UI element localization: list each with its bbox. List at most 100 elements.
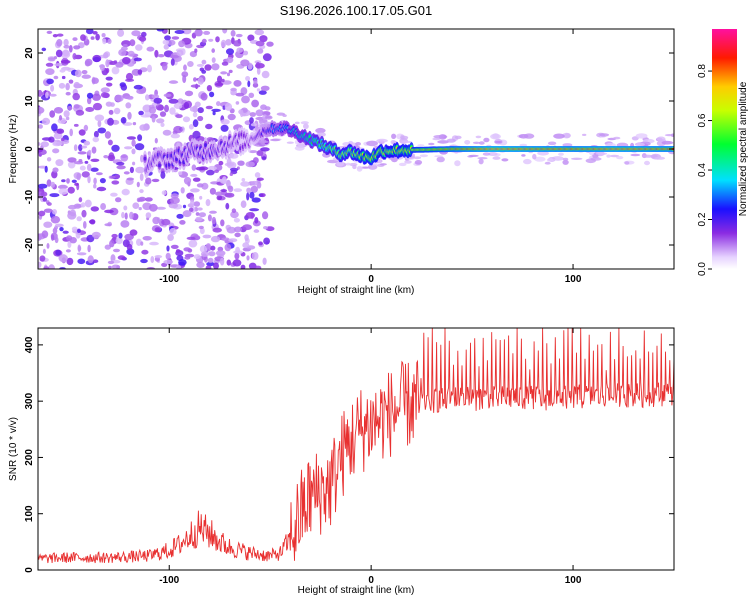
heatmap-noise-cell	[196, 261, 205, 268]
heatmap-noise-cell	[241, 95, 250, 104]
heatmap-noise-cell	[126, 243, 133, 251]
heatmap-halo-cell	[437, 140, 449, 144]
heatmap-noise-cell	[140, 258, 148, 264]
heatmap-noise-cell	[59, 69, 66, 73]
heatmap-noise-cell	[111, 233, 118, 239]
heatmap-noise-cell	[103, 155, 109, 159]
heatmap-halo-cell	[436, 156, 445, 163]
heatmap-halo-cell	[276, 112, 286, 116]
heatmap-halo-cell	[553, 133, 565, 139]
heatmap-noise-cell	[194, 101, 201, 108]
heatmap-noise-cell	[96, 186, 107, 192]
heatmap-noise-cell	[67, 161, 76, 169]
heatmap-noise-cell	[196, 63, 204, 67]
heatmap-noise-cell	[104, 131, 111, 139]
heatmap-noise-cell	[123, 205, 128, 211]
y-tick-label: 400	[24, 336, 35, 353]
heatmap-noise-cell	[190, 188, 200, 193]
heatmap-noise-cell	[120, 84, 128, 91]
heatmap-noise-cell	[142, 236, 152, 241]
heatmap-noise-cell	[126, 177, 135, 181]
heatmap-noise-cell	[58, 188, 69, 195]
heatmap-noise-cell	[230, 87, 237, 92]
heatmap-noise-cell	[139, 124, 148, 131]
heatmap-noise-cell	[87, 149, 92, 156]
heatmap-noise-cell	[182, 75, 187, 83]
heatmap-halo-cell	[266, 116, 272, 119]
heatmap-noise-cell	[118, 232, 123, 239]
heatmap-halo-cell	[546, 158, 554, 162]
heatmap-noise-cell	[49, 110, 56, 118]
heatmap-noise-cell	[109, 239, 115, 248]
heatmap-noise-cell	[43, 208, 53, 213]
heatmap-halo-cell	[303, 123, 309, 130]
heatmap-noise-cell	[38, 124, 43, 129]
heatmap-plot-area	[38, 29, 674, 269]
heatmap-noise-cell	[192, 130, 201, 139]
heatmap-noise-cell	[176, 265, 182, 269]
heatmap-noise-cell	[132, 161, 136, 166]
heatmap-noise-cell	[200, 251, 210, 257]
heatmap-noise-cell	[54, 226, 58, 230]
heatmap-noise-cell	[224, 243, 232, 252]
heatmap-noise-cell	[63, 38, 69, 47]
heatmap-noise-cell	[159, 111, 167, 117]
heatmap-noise-cell	[111, 66, 120, 75]
heatmap-noise-cell	[61, 179, 66, 183]
heatmap-noise-cell	[110, 254, 116, 262]
heatmap-noise-cell	[242, 242, 250, 249]
heatmap-noise-cell	[105, 76, 113, 81]
heatmap-noise-cell	[76, 172, 81, 181]
heatmap-noise-cell	[127, 111, 132, 120]
heatmap-halo-cell	[454, 160, 461, 167]
heatmap-halo-cell	[570, 157, 583, 160]
heatmap-noise-cell	[201, 69, 207, 74]
heatmap-noise-cell	[170, 133, 180, 139]
heatmap-halo-cell	[432, 137, 441, 141]
heatmap-noise-cell	[235, 246, 241, 254]
heatmap-noise-cell	[120, 154, 129, 162]
heatmap-noise-cell	[193, 77, 197, 82]
y-tick-label: 100	[24, 505, 35, 522]
heatmap-noise-cell	[169, 227, 177, 236]
heatmap-noise-cell	[151, 94, 160, 99]
heatmap-halo-cell	[582, 133, 587, 136]
heatmap-noise-cell	[136, 88, 146, 95]
heatmap-noise-cell	[260, 85, 270, 92]
heatmap-noise-cell	[234, 232, 241, 238]
heatmap-halo-cell	[558, 152, 564, 156]
x-tick-label: -100	[159, 274, 179, 285]
heatmap-noise-cell	[81, 70, 88, 75]
heatmap-noise-cell	[72, 92, 80, 101]
heatmap-noise-cell	[250, 185, 258, 193]
x-tick-label: 100	[565, 274, 582, 285]
heatmap-noise-cell	[137, 69, 143, 75]
heatmap-noise-cell	[214, 82, 224, 86]
heatmap-noise-cell	[141, 31, 147, 37]
heatmap-noise-cell	[192, 119, 199, 128]
heatmap-noise-cell	[240, 181, 251, 187]
heatmap-noise-cell	[266, 41, 274, 47]
heatmap-noise-cell	[251, 197, 261, 203]
colorbar-tick-label: 0.2	[697, 212, 708, 226]
heatmap-noise-cell	[43, 266, 50, 269]
heatmap-halo-cell	[401, 140, 413, 144]
heatmap-halo-cell	[483, 137, 490, 143]
heatmap-noise-cell	[209, 91, 215, 98]
heatmap-noise-cell	[199, 227, 205, 235]
heatmap-noise-cell	[78, 197, 83, 203]
heatmap-noise-cell	[182, 204, 187, 209]
heatmap-noise-cell	[137, 198, 145, 202]
heatmap-halo-cell	[464, 140, 471, 145]
heatmap-noise-cell	[122, 122, 133, 126]
heatmap-y-axis-label: Frequency (Hz)	[8, 115, 19, 184]
heatmap-noise-cell	[38, 233, 42, 241]
heatmap-noise-cell	[263, 237, 270, 245]
heatmap-noise-cell	[262, 257, 267, 265]
heatmap-noise-cell	[55, 249, 62, 256]
heatmap-noise-cell	[67, 106, 73, 111]
heatmap-noise-cell	[78, 159, 83, 163]
heatmap-noise-cell	[138, 207, 142, 211]
heatmap-noise-cell	[225, 39, 232, 46]
